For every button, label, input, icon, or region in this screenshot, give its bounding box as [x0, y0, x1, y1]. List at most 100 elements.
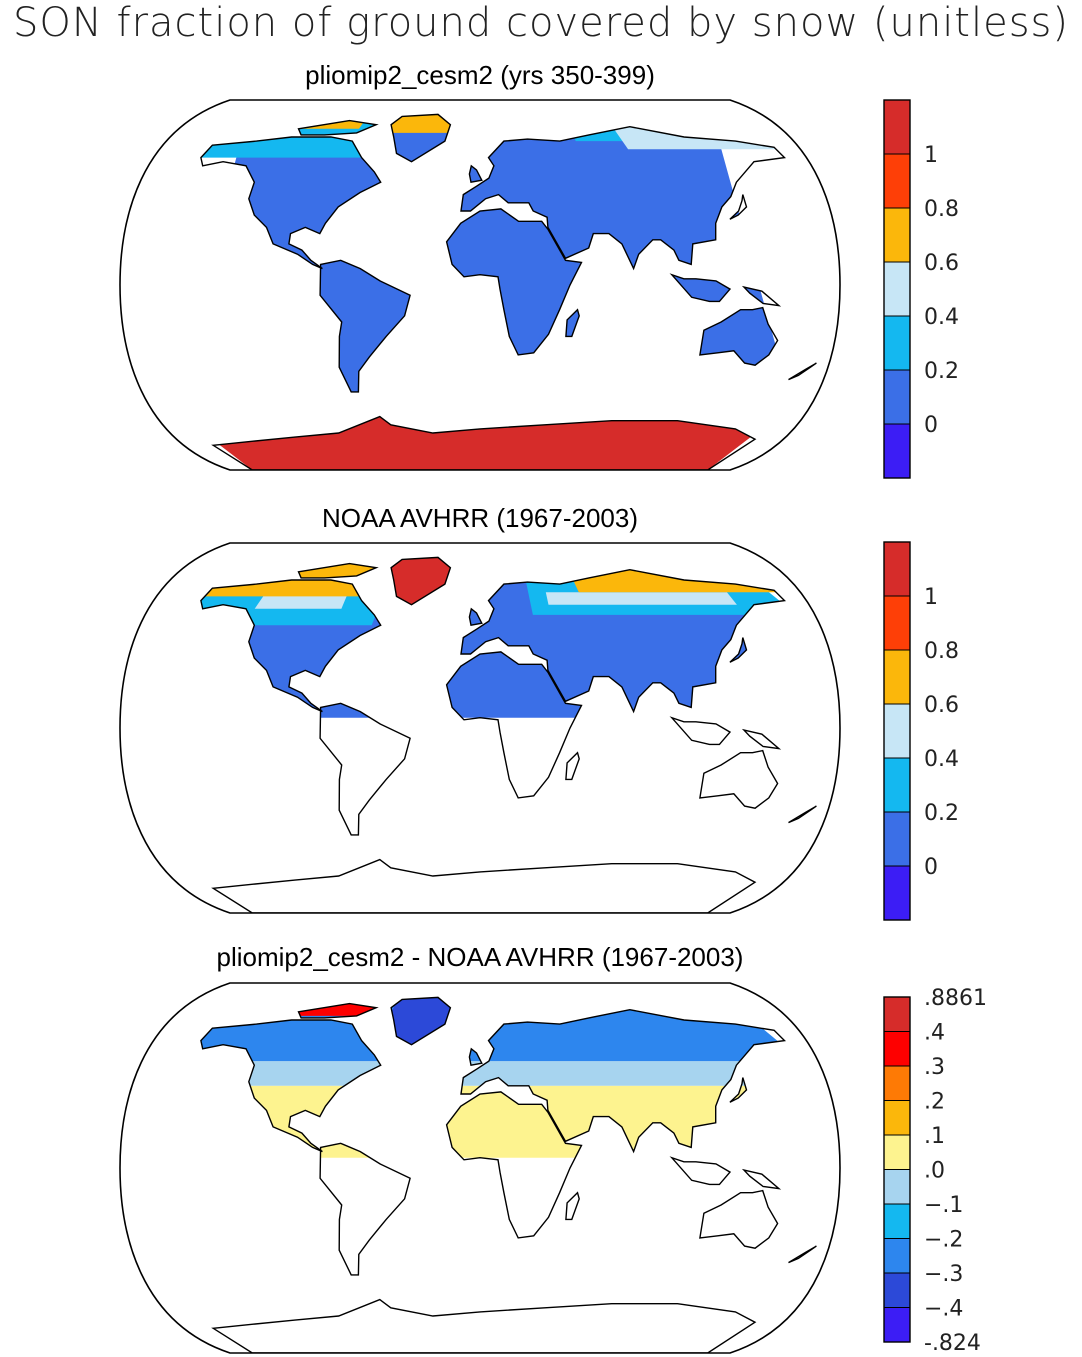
coastline-arctic_isl — [297, 1002, 379, 1019]
coastline-uk — [468, 164, 483, 184]
map-frame — [119, 982, 841, 1354]
coastline-japan — [729, 194, 748, 220]
coastline-namerica — [200, 579, 382, 713]
coastline-africa — [445, 208, 583, 356]
colorbar-box — [883, 996, 911, 1032]
panel-1-colorbar: 0 0.2 0.4 0.6 0.8 1 — [883, 99, 959, 479]
coastline-namerica — [200, 136, 382, 270]
coastline-antarctica — [211, 858, 757, 913]
coastline-namerica — [200, 1019, 382, 1153]
coastline-samerica — [319, 259, 411, 393]
region-boreal-0-4-0-6 — [545, 592, 737, 605]
coastline-australia — [699, 749, 779, 809]
region-mid-latitudes-0-1-0 — [200, 1061, 817, 1086]
coastline-greenland — [390, 556, 452, 606]
region-tropics-0-0-1 — [200, 1085, 817, 1158]
coastline-japan — [729, 1077, 748, 1103]
colorbar-box — [883, 1307, 911, 1343]
map-fill-layer — [200, 557, 817, 718]
coastline-arctic_isl — [297, 119, 379, 136]
coastline-newguinea — [741, 1168, 782, 1190]
colorbar-box — [883, 1169, 911, 1205]
colorbar-box — [883, 1272, 911, 1308]
colorbar-label: −.4 — [924, 1297, 963, 1322]
colorbar-box — [883, 1065, 911, 1101]
coastline-nz — [788, 362, 817, 381]
colorbar-label: −.2 — [924, 1228, 963, 1253]
coastline-africa — [445, 1091, 583, 1239]
colorbar-label: 0.4 — [924, 305, 959, 330]
colorbar-boxes — [883, 99, 911, 479]
coastline-newguinea — [741, 728, 782, 750]
figure-title: SON fraction of ground covered by snow (… — [12, 0, 1069, 46]
colorbar-frame — [883, 99, 911, 479]
colorbar-box — [883, 1134, 911, 1170]
coastline-australia — [699, 1189, 779, 1249]
colorbar-boxes — [883, 996, 911, 1343]
coastline-newguinea — [741, 285, 782, 307]
region-siberia-canada-0-6-0-8 — [200, 557, 392, 597]
coastline-africa — [445, 651, 583, 799]
coastline-nz — [788, 805, 817, 824]
colorbar-box — [883, 207, 911, 263]
coastline-eurasia — [460, 1008, 787, 1154]
region-canadian-archipelago-0-3-0-4 — [295, 997, 392, 1016]
colorbar-label: 0 — [924, 855, 938, 880]
colorbar-box — [883, 865, 911, 921]
coastline-japan — [729, 637, 748, 663]
colorbar-label: 1 — [924, 585, 938, 610]
region-greenland-0-6-0-8 — [379, 114, 461, 133]
panel-1-map — [119, 99, 841, 471]
coastline-madagascar — [565, 1191, 580, 1221]
coastline-layer — [200, 996, 817, 1353]
coastline-uk — [468, 607, 483, 627]
colorbar-label: 1 — [924, 143, 938, 168]
colorbar-label: .1 — [924, 1124, 945, 1149]
colorbar-box — [883, 1031, 911, 1067]
colorbar-label: .2 — [924, 1090, 945, 1115]
colorbar-boxes — [883, 541, 911, 921]
panel-1-title: pliomip2_cesm2 (yrs 350-399) — [305, 60, 655, 90]
colorbar-box — [883, 595, 911, 651]
colorbar-label: 0.8 — [924, 197, 959, 222]
panel-3-title: pliomip2_cesm2 - NOAA AVHRR (1967-2003) — [216, 942, 744, 972]
colorbar-box — [883, 703, 911, 759]
colorbar-label: -.824 — [924, 1331, 981, 1356]
coastline-indonesia — [669, 716, 732, 746]
colorbar-frame — [883, 996, 911, 1343]
colorbar-box — [883, 1100, 911, 1136]
map-fill-layer — [200, 997, 817, 1158]
panel-2-title: NOAA AVHRR (1967-2003) — [322, 503, 638, 533]
colorbar-label: .0 — [924, 1159, 945, 1184]
coastline-samerica — [319, 1142, 411, 1276]
coastline-madagascar — [565, 751, 580, 781]
coastline-antarctica — [211, 1298, 757, 1353]
colorbar-label: 0.4 — [924, 747, 959, 772]
colorbar-label: −.3 — [924, 1262, 963, 1287]
colorbar-label: .4 — [924, 1021, 945, 1046]
region-boreal-0-4-0-6 — [254, 592, 349, 609]
region-antarctica-1 — [200, 408, 789, 470]
region-greenland-0-4-0-3 — [376, 997, 455, 1049]
colorbar-box — [883, 811, 911, 867]
map-frame — [119, 99, 841, 471]
coastline-uk — [468, 1047, 483, 1067]
colorbar-label: 0 — [924, 413, 938, 438]
colorbar-label: 0.6 — [924, 251, 959, 276]
colorbar-label: 0.2 — [924, 359, 959, 384]
map-fill-layer — [200, 114, 792, 470]
colorbar-label: 0.2 — [924, 801, 959, 826]
colorbar-box — [883, 315, 911, 371]
coastline-samerica — [319, 702, 411, 836]
colorbar-box — [883, 99, 911, 155]
coastline-nz — [788, 1245, 817, 1264]
colorbar-box — [883, 261, 911, 317]
coastline-layer — [200, 556, 817, 913]
coastline-layer — [200, 113, 817, 470]
colorbar-box — [883, 423, 911, 479]
panel-2-map — [119, 542, 841, 914]
colorbar-box — [883, 757, 911, 813]
coastline-antarctica — [211, 415, 757, 470]
colorbar-box — [883, 649, 911, 705]
coastline-arctic_isl — [297, 562, 379, 579]
